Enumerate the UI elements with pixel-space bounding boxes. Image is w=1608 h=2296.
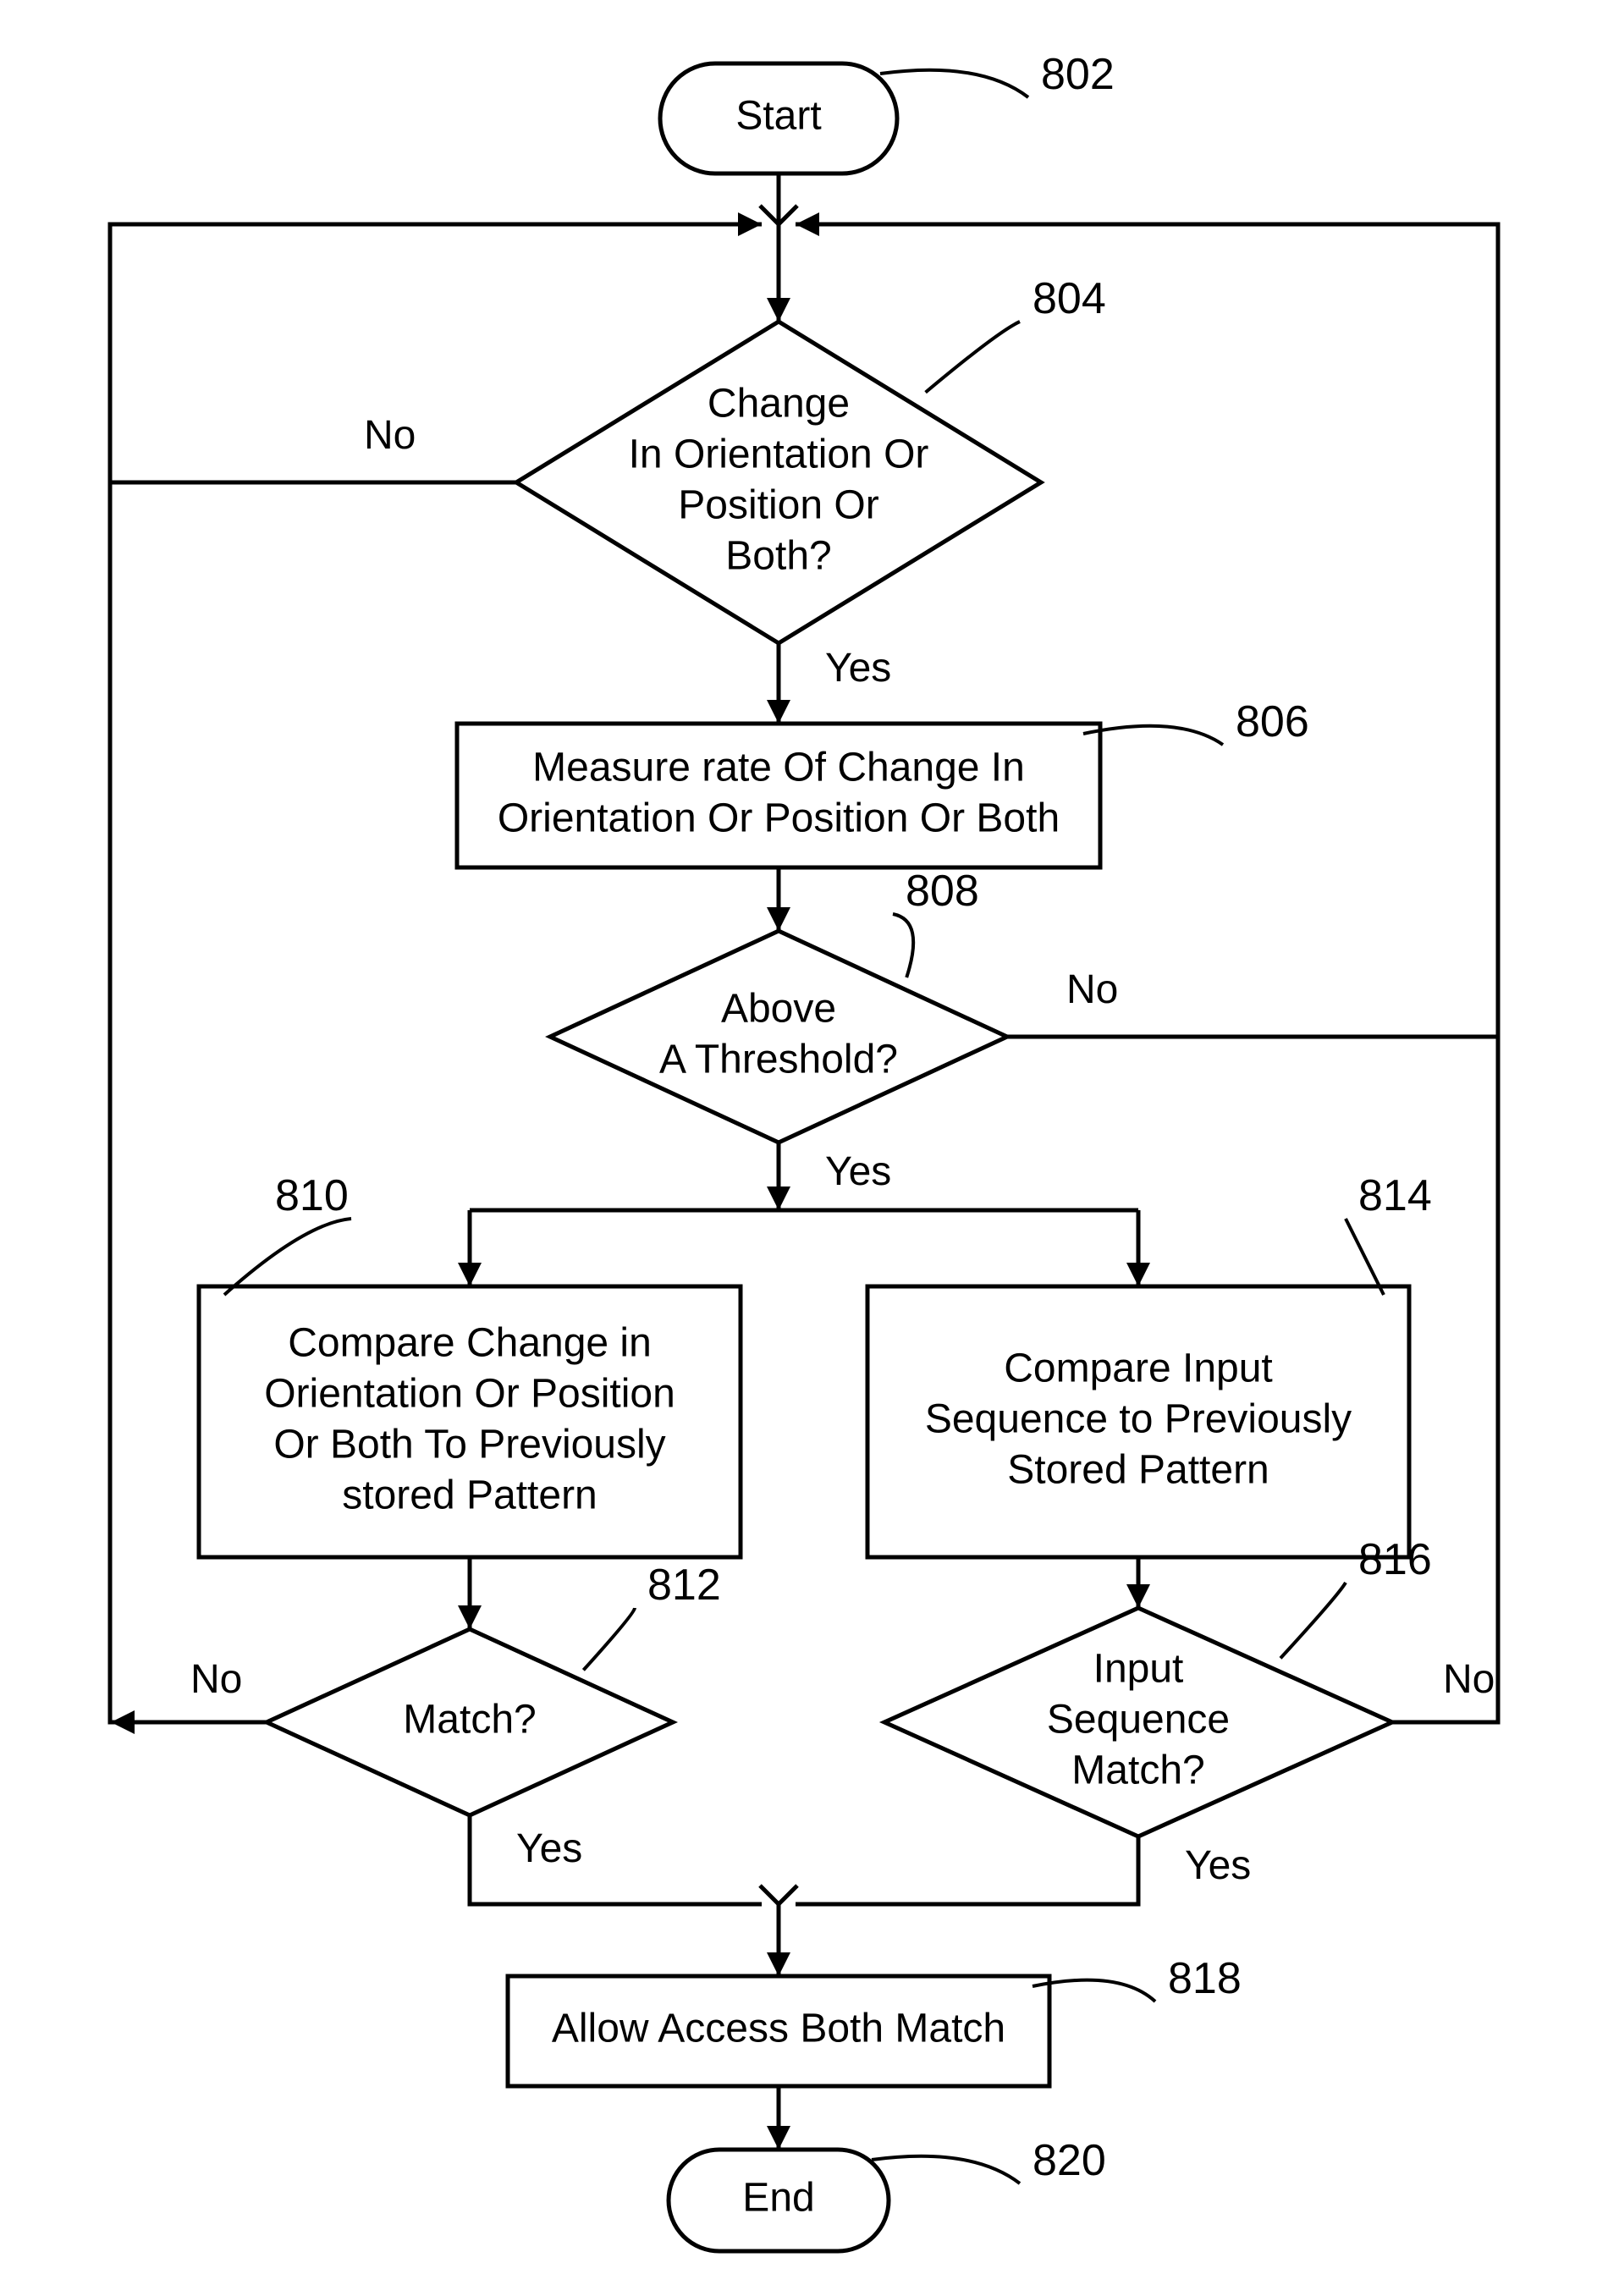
edge-label-d804-yes: Yes: [825, 646, 891, 691]
ref-d804: 804: [1033, 274, 1106, 323]
ref-d816: 816: [1358, 1535, 1432, 1584]
node-text-d804-1: In Orientation Or: [629, 432, 929, 477]
node-text-p814-2: Stored Pattern: [1007, 1448, 1269, 1493]
node-text-p810-3: stored Pattern: [342, 1473, 597, 1518]
ref-p806: 806: [1236, 697, 1309, 746]
node-text-d808-0: Above: [721, 987, 836, 1032]
node-text-p806-1: Orientation Or Position Or Both: [498, 796, 1060, 841]
node-text-p810-0: Compare Change in: [288, 1321, 652, 1366]
edge-label-d816-no: No: [1443, 1657, 1495, 1702]
ref-start: 802: [1041, 50, 1115, 99]
node-text-end-0: End: [742, 2176, 814, 2221]
edge-label-d804-no: No: [364, 413, 416, 458]
node-text-d816-0: Input: [1093, 1647, 1184, 1692]
node-text-d804-0: Change: [708, 382, 850, 427]
edge-label-d816-yes: Yes: [1185, 1843, 1251, 1888]
node-text-p818-0: Allow Access Both Match: [552, 2007, 1005, 2051]
edge-label-d808-no: No: [1066, 967, 1118, 1012]
node-text-p810-2: Or Both To Previously: [273, 1423, 665, 1467]
ref-end: 820: [1033, 2136, 1106, 2185]
edge-label-d808-yes: Yes: [825, 1149, 891, 1194]
node-text-p814-0: Compare Input: [1004, 1346, 1273, 1391]
node-text-d816-2: Match?: [1071, 1748, 1204, 1793]
node-text-p814-1: Sequence to Previously: [925, 1397, 1352, 1442]
node-text-p806-0: Measure rate Of Change In: [532, 746, 1025, 790]
ref-p818: 818: [1168, 1954, 1242, 2003]
ref-d808: 808: [906, 867, 979, 916]
node-text-p810-1: Orientation Or Position: [264, 1372, 675, 1417]
node-text-d804-3: Both?: [725, 534, 831, 579]
edge-label-d812-no: No: [190, 1657, 242, 1702]
node-text-start-0: Start: [735, 94, 821, 139]
node-text-d804-2: Position Or: [678, 483, 878, 528]
ref-p814: 814: [1358, 1171, 1432, 1220]
node-text-d816-1: Sequence: [1047, 1698, 1230, 1743]
ref-p810: 810: [275, 1171, 349, 1220]
edge-label-d812-yes: Yes: [516, 1826, 582, 1871]
ref-d812: 812: [647, 1561, 721, 1610]
node-text-d812-0: Match?: [403, 1698, 536, 1743]
node-text-d808-1: A Threshold?: [659, 1038, 898, 1082]
